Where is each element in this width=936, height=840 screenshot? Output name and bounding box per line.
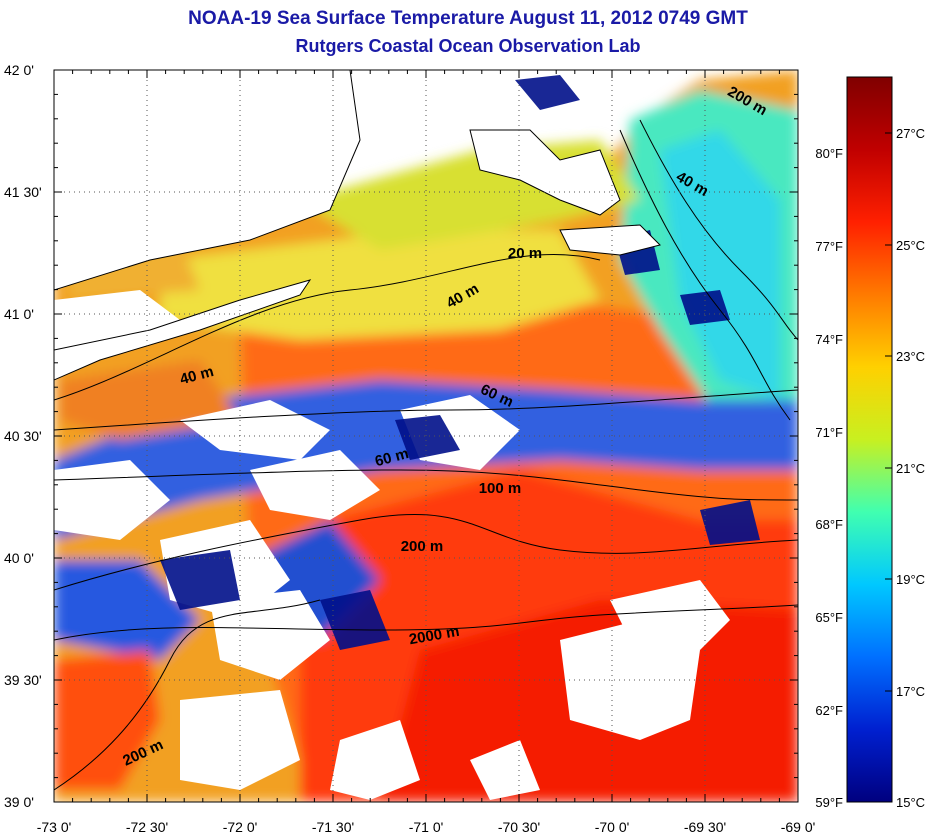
fahrenheit-label: 68°F — [815, 517, 843, 532]
fahrenheit-label: 71°F — [815, 425, 843, 440]
longitude-label: -70 30' — [498, 819, 540, 835]
celsius-labels: 27°C 25°C 23°C 21°C 19°C 17°C 15°C — [885, 126, 925, 810]
longitude-label: -71 30' — [312, 819, 354, 835]
fahrenheit-label: 80°F — [815, 146, 843, 161]
graticule — [54, 70, 798, 802]
latitude-label: 39 30' — [4, 672, 42, 688]
contour-label: 200 m — [401, 538, 444, 555]
longitude-label: -69 30' — [684, 819, 726, 835]
longitude-label: -71 0' — [409, 819, 444, 835]
latitude-labels: 42 0' 41 30' 41 0' 40 30' 40 0' 39 30' 39 0' — [4, 62, 42, 810]
longitude-label: -73 0' — [37, 819, 72, 835]
map-subtitle: Rutgers Coastal Ocean Observation Lab — [295, 36, 641, 56]
latitude-label: 40 0' — [4, 550, 34, 566]
latitude-label: 41 0' — [4, 306, 34, 322]
contour-label: 100 m — [479, 480, 522, 497]
longitude-label: -72 30' — [126, 819, 168, 835]
longitude-labels: -73 0' -72 30' -72 0' -71 30' -71 0' -70 30' -… — [37, 819, 816, 835]
celsius-label: 21°C — [896, 461, 925, 476]
bathymetry-contours — [54, 119, 798, 791]
celsius-label: 23°C — [896, 349, 925, 364]
fahrenheit-label: 65°F — [815, 610, 843, 625]
latitude-label: 41 30' — [4, 184, 42, 200]
celsius-label: 15°C — [896, 795, 925, 810]
fahrenheit-labels: 80°F 77°F 74°F 71°F 68°F 65°F 62°F 59°F — [815, 146, 843, 810]
colorbar — [846, 76, 893, 803]
frame-ticks — [53, 69, 799, 803]
celsius-label: 17°C — [896, 684, 925, 699]
celsius-label: 19°C — [896, 572, 925, 587]
fahrenheit-label: 77°F — [815, 239, 843, 254]
latitude-label: 42 0' — [4, 62, 34, 78]
map-title: NOAA-19 Sea Surface Temperature August 1… — [188, 8, 748, 29]
fahrenheit-label: 62°F — [815, 703, 843, 718]
latitude-label: 40 30' — [4, 428, 42, 444]
longitude-label: -70 0' — [595, 819, 630, 835]
longitude-label: -69 0' — [781, 819, 816, 835]
longitude-label: -72 0' — [223, 819, 258, 835]
celsius-label: 27°C — [896, 126, 925, 141]
contour-label: 20 m — [508, 245, 542, 262]
latitude-label: 39 0' — [4, 794, 34, 810]
fahrenheit-label: 74°F — [815, 332, 843, 347]
fahrenheit-label: 59°F — [815, 795, 843, 810]
celsius-label: 25°C — [896, 238, 925, 253]
